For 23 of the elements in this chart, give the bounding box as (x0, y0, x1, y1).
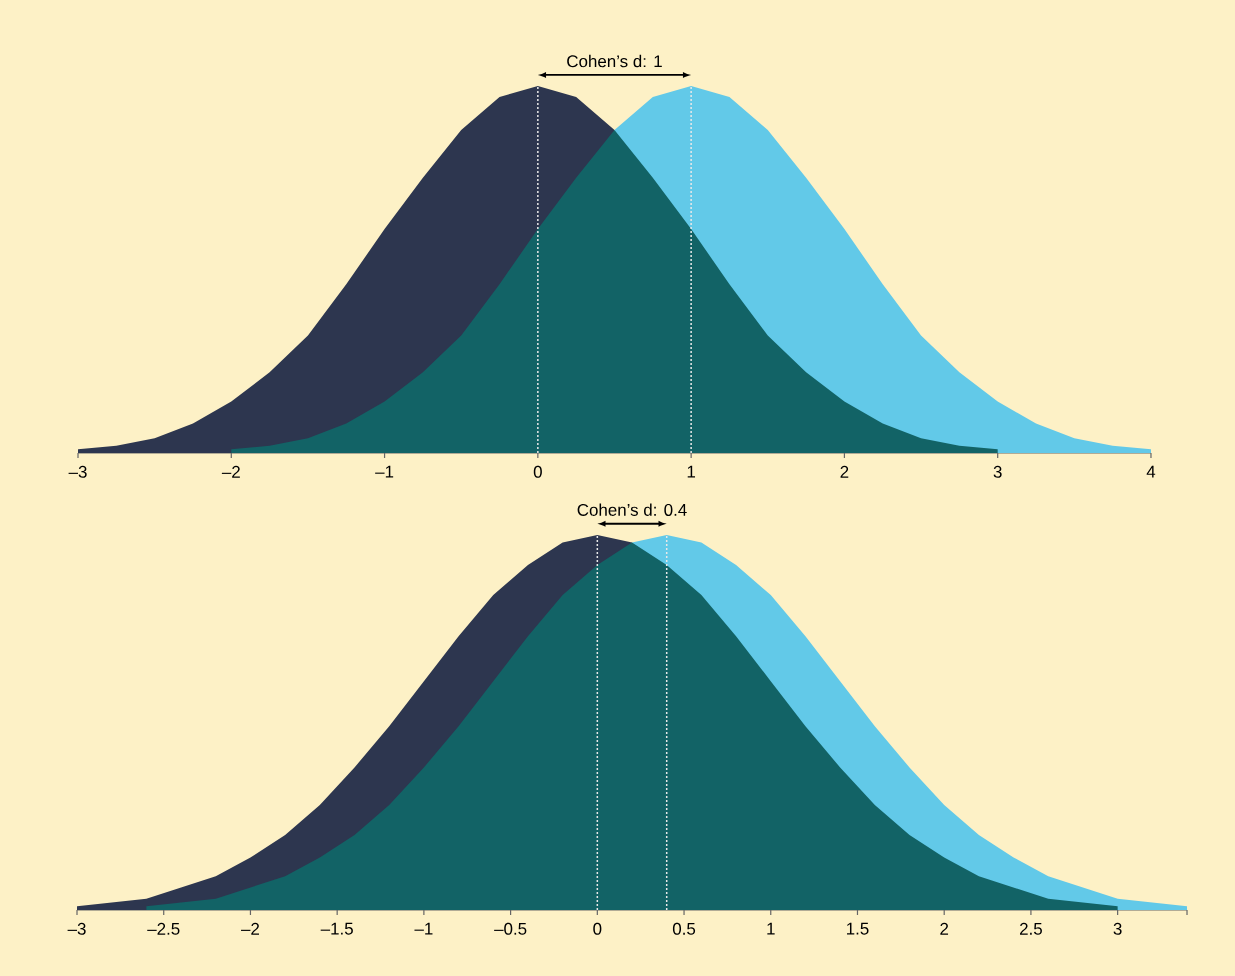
x-tick-label: –1 (414, 922, 433, 935)
text: Cohen’s d: 0.4 (577, 503, 687, 516)
x-tick-label: –3 (67, 922, 86, 935)
text: Cohen’s d: 1 (567, 54, 662, 68)
x-tick-label: 1 (767, 922, 775, 935)
x-tick-label: –1.5 (320, 922, 353, 935)
x-tick-label: 4 (1146, 465, 1156, 478)
x-tick-label: 2 (840, 465, 849, 478)
x-tick-label: 3 (1113, 922, 1122, 935)
x-tick-label: 2.5 (1020, 922, 1042, 935)
x-tick-label: –2 (241, 922, 260, 935)
x-tick-label: 2 (940, 922, 949, 935)
x-tick-label: 0 (593, 922, 602, 935)
x-tick-label: –1 (375, 465, 394, 478)
x-tick-label: 1 (687, 465, 696, 478)
x-tick-label: –2 (221, 465, 240, 478)
x-tick-label: 0.5 (672, 922, 696, 935)
x-tick-label: –3 (68, 465, 87, 478)
x-tick-label: –0.5 (494, 922, 527, 935)
x-tick-label: –2.5 (147, 922, 180, 935)
x-tick-label: 3 (993, 465, 1002, 478)
x-tick-label: 0 (533, 465, 542, 478)
x-tick-label: 1.5 (847, 922, 869, 935)
